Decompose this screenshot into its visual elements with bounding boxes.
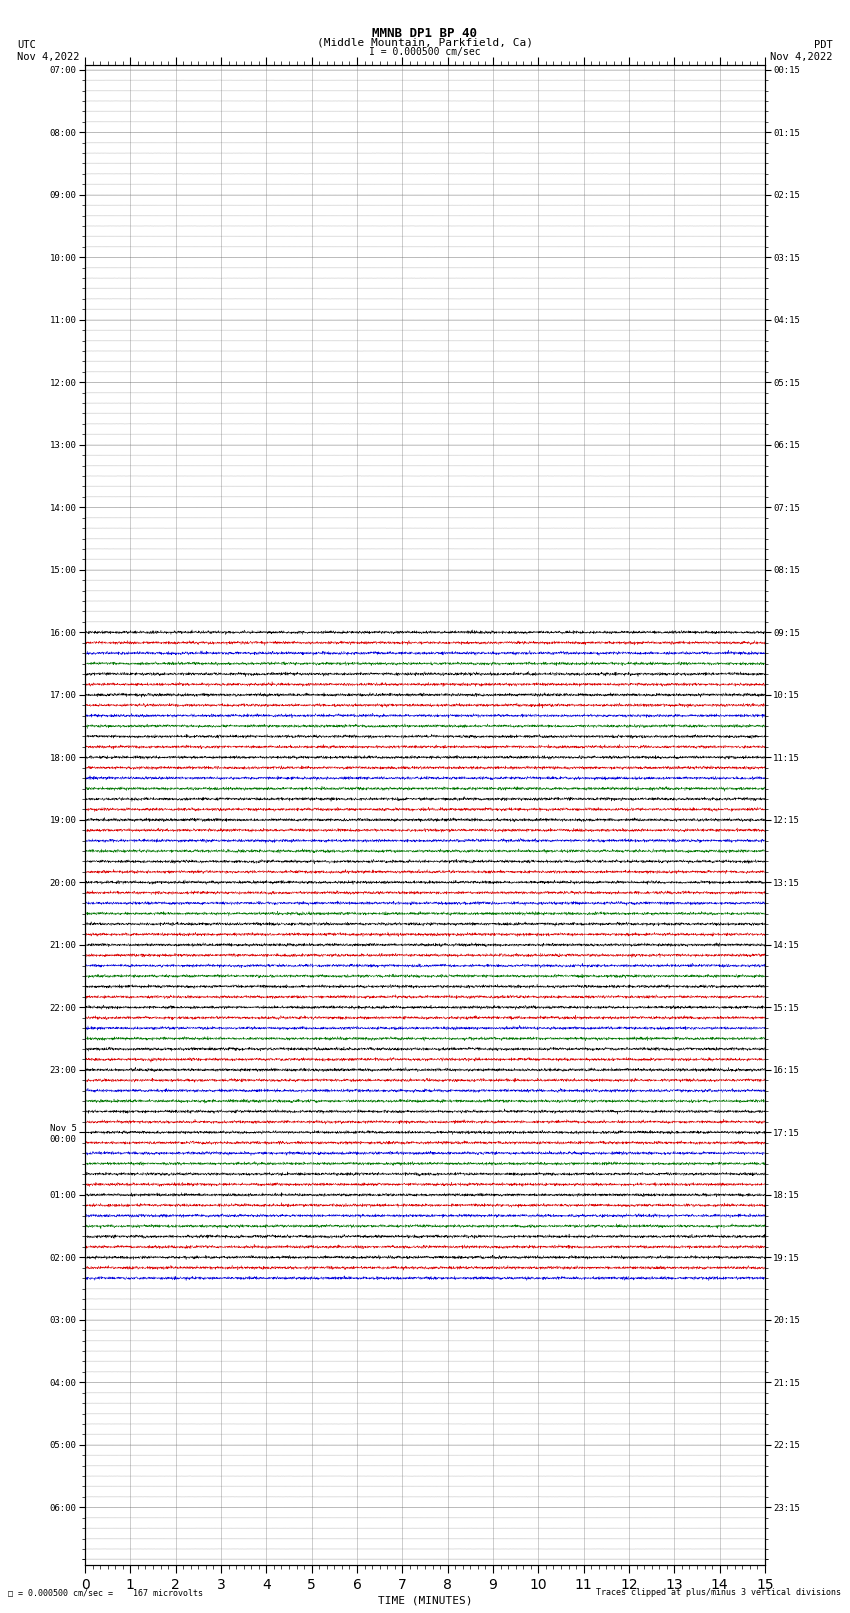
- X-axis label: TIME (MINUTES): TIME (MINUTES): [377, 1595, 473, 1607]
- Text: MMNB DP1 BP 40: MMNB DP1 BP 40: [372, 27, 478, 40]
- Text: UTC: UTC: [17, 40, 36, 50]
- Text: PDT: PDT: [814, 40, 833, 50]
- Text: Nov 4,2022: Nov 4,2022: [17, 52, 80, 61]
- Text: Nov 4,2022: Nov 4,2022: [770, 52, 833, 61]
- Text: □ = 0.000500 cm/sec =    167 microvolts: □ = 0.000500 cm/sec = 167 microvolts: [8, 1587, 203, 1597]
- Text: (Middle Mountain, Parkfield, Ca): (Middle Mountain, Parkfield, Ca): [317, 37, 533, 47]
- Text: I = 0.000500 cm/sec: I = 0.000500 cm/sec: [369, 47, 481, 56]
- Text: Traces clipped at plus/minus 3 vertical divisions: Traces clipped at plus/minus 3 vertical …: [597, 1587, 842, 1597]
